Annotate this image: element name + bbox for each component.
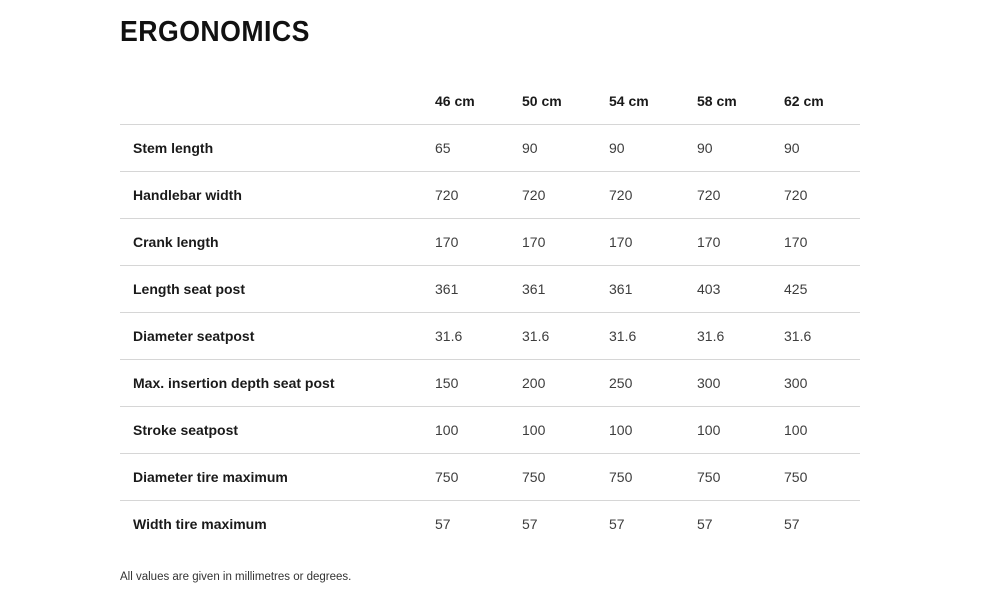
spec-value: 150 bbox=[435, 359, 522, 407]
spec-value: 31.6 bbox=[784, 312, 860, 360]
size-column-header: 58 cm bbox=[697, 85, 784, 125]
spec-value: 90 bbox=[784, 124, 860, 172]
spec-value: 170 bbox=[522, 218, 609, 266]
table-row: Max. insertion depth seat post 150 200 250 3… bbox=[120, 359, 860, 407]
table-row: Width tire maximum 57 57 57 57 57 bbox=[120, 500, 860, 547]
page-title: ERGONOMICS bbox=[120, 16, 310, 48]
spec-value: 361 bbox=[522, 265, 609, 313]
spec-value: 90 bbox=[522, 124, 609, 172]
spec-value: 57 bbox=[697, 515, 713, 532]
size-column-header: 46 cm bbox=[435, 85, 522, 125]
spec-value: 170 bbox=[609, 218, 697, 266]
table-row: Stem length 65 90 90 90 90 bbox=[120, 124, 860, 172]
spec-value: 720 bbox=[784, 171, 860, 219]
spec-value: 90 bbox=[697, 124, 784, 172]
table-row: Length seat post 361 361 361 403 425 bbox=[120, 265, 860, 313]
spec-value: 100 bbox=[697, 406, 784, 454]
table-header-row: 46 cm 50 cm 54 cm 58 cm 62 cm bbox=[120, 85, 860, 125]
spec-value: 170 bbox=[784, 218, 860, 266]
size-column-header: 50 cm bbox=[522, 85, 609, 125]
spec-value: 100 bbox=[609, 406, 697, 454]
table-row: Crank length 170 170 170 170 170 bbox=[120, 218, 860, 266]
size-column-header: 54 cm bbox=[609, 85, 697, 125]
spec-value: 720 bbox=[609, 171, 697, 219]
spec-value: 750 bbox=[522, 453, 609, 501]
table-row: Handlebar width 720 720 720 720 720 bbox=[120, 171, 860, 219]
spec-value: 250 bbox=[609, 359, 697, 407]
spec-value: 100 bbox=[784, 406, 860, 454]
spec-value: 750 bbox=[697, 453, 784, 501]
spec-value: 361 bbox=[609, 265, 697, 313]
table-row: Stroke seatpost 100 100 100 100 100 bbox=[120, 406, 860, 454]
table-row: Diameter seatpost 31.6 31.6 31.6 31.6 31.6 bbox=[120, 312, 860, 360]
spec-name-header-spacer bbox=[120, 85, 435, 125]
spec-label: Diameter seatpost bbox=[120, 312, 435, 360]
spec-label: Crank length bbox=[120, 218, 435, 266]
table-body: Stem length 65 90 90 90 90 Handlebar width 720 7… bbox=[120, 124, 860, 547]
spec-value: 57 bbox=[522, 515, 538, 532]
size-column-header: 62 cm bbox=[784, 85, 860, 125]
spec-value: 750 bbox=[435, 453, 522, 501]
spec-value: 720 bbox=[435, 171, 522, 219]
spec-label: Stroke seatpost bbox=[120, 406, 435, 454]
spec-value: 90 bbox=[609, 124, 697, 172]
spec-value: 300 bbox=[697, 359, 784, 407]
spec-value: 200 bbox=[522, 359, 609, 407]
spec-value: 57 bbox=[435, 515, 451, 532]
spec-value: 31.6 bbox=[609, 312, 697, 360]
spec-value: 100 bbox=[435, 406, 522, 454]
spec-value: 31.6 bbox=[435, 312, 522, 360]
spec-value: 720 bbox=[522, 171, 609, 219]
spec-value: 425 bbox=[784, 265, 860, 313]
ergonomics-table: 46 cm 50 cm 54 cm 58 cm 62 cm Stem length 65 9… bbox=[120, 85, 860, 547]
spec-label: Length seat post bbox=[120, 265, 435, 313]
spec-label: Max. insertion depth seat post bbox=[120, 359, 435, 407]
spec-value: 170 bbox=[435, 218, 522, 266]
spec-value: 31.6 bbox=[697, 312, 784, 360]
spec-value: 57 bbox=[784, 515, 800, 532]
spec-value: 31.6 bbox=[522, 312, 609, 360]
spec-value: 100 bbox=[522, 406, 609, 454]
spec-value: 57 bbox=[609, 515, 625, 532]
units-footnote: All values are given in millimetres or d… bbox=[120, 571, 352, 583]
spec-value: 300 bbox=[784, 359, 860, 407]
spec-value: 720 bbox=[697, 171, 784, 219]
spec-label: Diameter tire maximum bbox=[120, 453, 435, 501]
table-row: Diameter tire maximum 750 750 750 750 750 bbox=[120, 453, 860, 501]
spec-value: 750 bbox=[784, 453, 860, 501]
spec-label: Width tire maximum bbox=[133, 515, 267, 532]
spec-value: 65 bbox=[435, 124, 522, 172]
spec-value: 403 bbox=[697, 265, 784, 313]
spec-label: Stem length bbox=[120, 124, 435, 172]
spec-value: 750 bbox=[609, 453, 697, 501]
spec-value: 170 bbox=[697, 218, 784, 266]
spec-label: Handlebar width bbox=[120, 171, 435, 219]
spec-value: 361 bbox=[435, 265, 522, 313]
